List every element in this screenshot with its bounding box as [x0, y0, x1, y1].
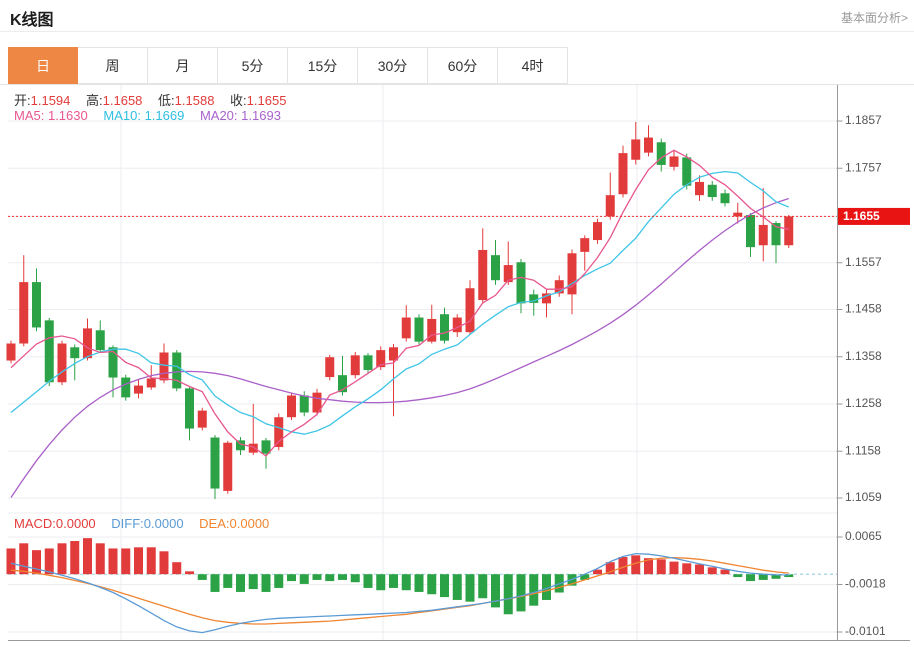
svg-text:1.1059: 1.1059: [845, 490, 882, 504]
macd-label: MACD:: [14, 516, 56, 531]
header-divider: [0, 31, 914, 32]
macd-value: 0.0000: [55, 516, 96, 531]
dea-label: DEA:: [199, 516, 230, 531]
ma10-value: 1.1669: [144, 108, 185, 123]
ma-readout: MA5: 1.1630 MA10: 1.1669 MA20: 1.1693: [14, 108, 281, 123]
diff-value: 0.0000: [143, 516, 184, 531]
kline-chart[interactable]: 1.1857 1.1757 1.1557 1.1458 1.1358 1.1258 1.11…: [0, 85, 914, 642]
chart-canvas[interactable]: 1.1857 1.1757 1.1557 1.1458 1.1358 1.1258 1.11…: [0, 85, 914, 642]
diff-label: DIFF:: [111, 516, 144, 531]
ma20-value: 1.1693: [241, 108, 281, 123]
svg-text:1.1158: 1.1158: [845, 443, 881, 457]
candlestick-series: [6, 121, 794, 499]
ma20-label: MA20:: [199, 108, 238, 123]
svg-text:1.1557: 1.1557: [845, 255, 882, 269]
svg-text:-0.0101: -0.0101: [845, 624, 886, 638]
tab-60分[interactable]: 60分: [428, 47, 498, 84]
high-label: 高:: [86, 93, 103, 108]
svg-text:-0.0018: -0.0018: [845, 577, 886, 591]
ma20-line: [10, 197, 789, 498]
svg-text:1.1857: 1.1857: [845, 113, 882, 127]
svg-text:0.0065: 0.0065: [845, 529, 882, 543]
close-label: 收:: [230, 93, 247, 108]
interval-tabs: 日周月 5分 15分 30分 60分 4时: [8, 47, 568, 84]
tab-4时[interactable]: 4时: [498, 47, 568, 84]
interval-tab-bar: 日周月 5分 15分 30分 60分 4时: [0, 47, 914, 85]
svg-text:1.1458: 1.1458: [845, 302, 882, 316]
grid-lines: [8, 85, 838, 641]
dea-value: 0.0000: [229, 516, 270, 531]
dea-line: [10, 556, 789, 625]
svg-text:1.1358: 1.1358: [845, 349, 882, 363]
current-price-tag: 1.1655: [838, 207, 910, 225]
ma5-value: 1.1630: [47, 108, 88, 123]
ma10-line: [10, 170, 789, 435]
tab-5分[interactable]: 5分: [218, 47, 288, 84]
ma5-label: MA5:: [14, 108, 45, 123]
tab-30分[interactable]: 30分: [358, 47, 428, 84]
y-axis-labels: 1.1857 1.1757 1.1557 1.1458 1.1358 1.1258 1.11…: [836, 113, 886, 638]
low-value: 1.1588: [174, 93, 215, 108]
tab-日[interactable]: 日: [8, 47, 78, 84]
svg-text:1.1655: 1.1655: [843, 209, 880, 223]
macd-histogram: [6, 538, 794, 615]
tab-月[interactable]: 月: [148, 47, 218, 84]
page-title: K线图: [10, 12, 54, 29]
low-label: 低:: [158, 93, 175, 108]
svg-text:1.1258: 1.1258: [845, 396, 882, 410]
high-value: 1.1658: [102, 93, 143, 108]
fundamental-analysis-link[interactable]: 基本面分析>: [840, 11, 908, 25]
ohlc-readout: 开:1.1594 高:1.1658 低:1.1588 收:1.1655: [14, 90, 286, 109]
macd-readout: MACD:0.0000 DIFF:0.0000 DEA:0.0000: [14, 516, 269, 531]
tab-周[interactable]: 周: [78, 47, 148, 84]
svg-text:1.1757: 1.1757: [845, 160, 882, 174]
tab-15分[interactable]: 15分: [288, 47, 358, 84]
diff-line: [10, 552, 789, 634]
ma5-line: [10, 149, 789, 457]
ma10-label: MA10:: [103, 108, 141, 123]
close-value: 1.1655: [246, 93, 287, 108]
open-label: 开:: [14, 93, 31, 108]
open-value: 1.1594: [30, 93, 71, 108]
